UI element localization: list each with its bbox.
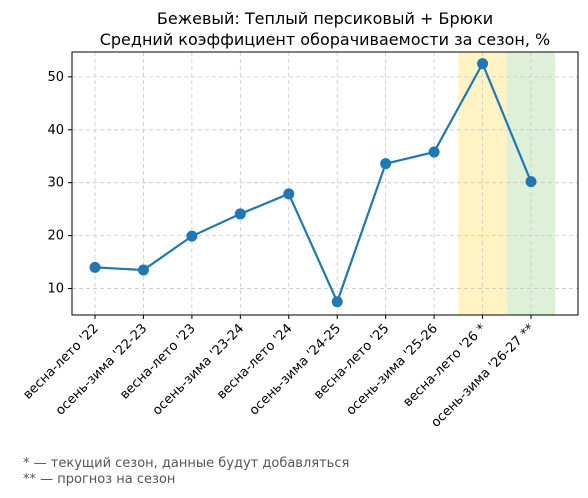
y-tick-label: 20 [47, 229, 64, 244]
chart-title: Бежевый: Теплый персиковый + Брюки [156, 9, 494, 28]
data-point [186, 230, 198, 242]
data-point [137, 264, 149, 276]
data-point [89, 261, 101, 273]
data-point [428, 146, 440, 158]
data-point [525, 176, 537, 188]
data-point [380, 158, 392, 170]
x-tick-label: осень-зима '24-25 [247, 321, 344, 418]
data-point [234, 208, 246, 220]
y-tick-label: 50 [47, 70, 64, 85]
y-tick-label: 10 [47, 282, 64, 297]
x-tick-label: весна-лето '26 * [401, 321, 490, 410]
data-point [283, 188, 295, 200]
x-tick-label: осень-зима '23-24 [150, 321, 247, 418]
data-point [477, 58, 489, 70]
chart-subtitle: Средний коэффициент оборачиваемости за с… [99, 30, 551, 49]
y-tick-label: 30 [47, 176, 64, 191]
y-tick-label: 40 [47, 123, 64, 138]
data-point [331, 296, 343, 308]
highlight-band [458, 52, 507, 315]
footnote-forecast: ** — прогноз на сезон [23, 472, 176, 487]
footnote-current-season: * — текущий сезон, данные будут добавлят… [23, 456, 350, 471]
plot-frame [71, 51, 579, 316]
series-line [94, 61, 533, 305]
x-tick-label: осень-зима '25-26 [344, 321, 441, 418]
x-tick-label: осень-зима '22-23 [53, 321, 150, 418]
